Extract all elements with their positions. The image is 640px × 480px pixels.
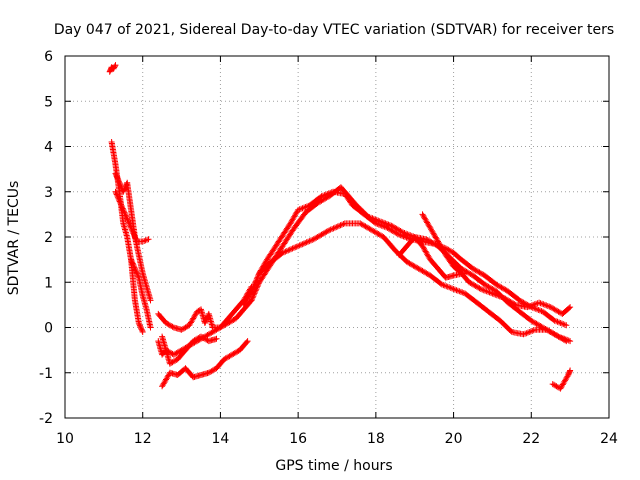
series-early-high — [106, 62, 119, 75]
x-tick-label: 12 — [134, 431, 152, 447]
x-tick-label: 24 — [600, 431, 618, 447]
x-tick-label: 14 — [212, 431, 230, 447]
y-tick-label: 5 — [44, 94, 53, 110]
series-markers — [159, 338, 251, 390]
series-late-low — [549, 367, 574, 392]
series-steep-drop-c — [112, 188, 152, 245]
series-markers — [112, 188, 152, 245]
x-tick-label: 22 — [522, 431, 540, 447]
y-tick-label: 3 — [44, 185, 53, 201]
y-tick-label: 6 — [44, 49, 53, 65]
y-axis-label: SDTVAR / TECUs — [6, 181, 22, 296]
x-tick-label: 16 — [289, 431, 307, 447]
y-tick-label: 4 — [44, 140, 53, 156]
series-markers — [549, 367, 574, 392]
series-steep-drop-d — [128, 256, 146, 335]
y-tick-label: 0 — [44, 321, 53, 337]
series-trough-3 — [159, 338, 251, 390]
series-main-arc-4 — [419, 211, 574, 317]
series-trough-4 — [159, 333, 220, 367]
y-tick-label: 2 — [44, 230, 53, 246]
series-markers — [155, 283, 255, 333]
series-markers — [159, 333, 220, 367]
series-main-arc-3 — [256, 220, 574, 345]
y-tick-label: 1 — [44, 275, 53, 291]
series-markers — [128, 256, 146, 335]
y-tick-label: -2 — [39, 411, 53, 427]
chart-title: Day 047 of 2021, Sidereal Day-to-day VTE… — [54, 22, 614, 38]
series-main-arc-5 — [396, 234, 469, 281]
x-tick-label: 10 — [56, 431, 74, 447]
y-tick-label: -1 — [39, 366, 53, 382]
series-markers — [396, 234, 469, 281]
x-tick-label: 20 — [445, 431, 463, 447]
x-tick-label: 18 — [367, 431, 385, 447]
series-markers — [256, 220, 574, 345]
series-markers — [106, 62, 119, 75]
series-markers — [419, 211, 574, 317]
series-trough-1 — [155, 283, 255, 333]
plot-area — [106, 62, 574, 392]
x-axis-label: GPS time / hours — [275, 458, 392, 474]
